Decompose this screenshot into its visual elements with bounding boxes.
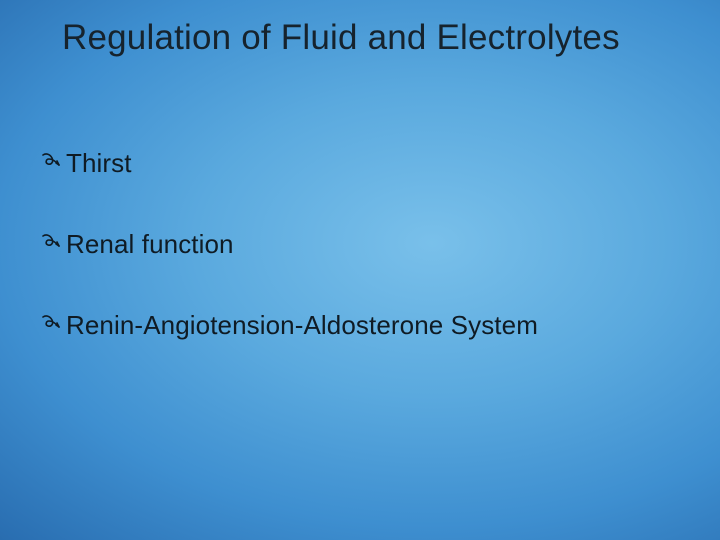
curly-arrow-icon (42, 310, 64, 336)
list-item: Renin-Angiotension-Aldosterone System (42, 310, 660, 341)
bullet-text: Renin-Angiotension-Aldosterone System (66, 310, 660, 341)
curly-arrow-icon (42, 229, 64, 255)
bullet-list: Thirst Renal function Renin-Angiotension… (42, 148, 660, 392)
curly-arrow-icon (42, 148, 64, 174)
bullet-text: Thirst (66, 148, 660, 179)
list-item: Renal function (42, 229, 660, 260)
slide-title: Regulation of Fluid and Electrolytes (62, 18, 660, 58)
slide: Regulation of Fluid and Electrolytes Thi… (0, 0, 720, 540)
bullet-text: Renal function (66, 229, 660, 260)
list-item: Thirst (42, 148, 660, 179)
